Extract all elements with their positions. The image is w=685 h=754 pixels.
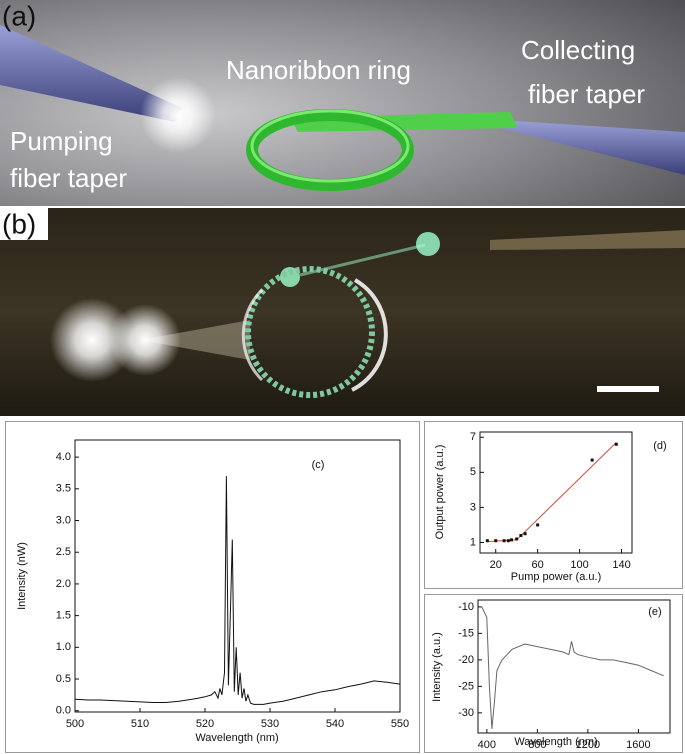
x-axis-label: Wavelength (nm) — [195, 732, 278, 744]
panel-label: (b) — [2, 208, 36, 239]
annotation: fiber taper — [528, 79, 645, 109]
plot-frame — [74, 439, 401, 713]
data-point — [485, 539, 489, 543]
y-tick-label: 3.5 — [56, 483, 71, 495]
taper — [140, 320, 250, 360]
data-line — [74, 476, 401, 705]
y-axis-label: Intensity (nW) — [16, 542, 28, 610]
data-point — [515, 537, 519, 541]
x-tick-label: 140 — [612, 559, 630, 571]
x-tick-label: 400 — [478, 739, 496, 751]
panel-label: (d) — [653, 440, 666, 452]
data-point — [519, 533, 523, 537]
x-tick-label: 540 — [326, 718, 344, 730]
photo-a: (a) Nanoribbon ring Collecting fiber tap… — [0, 0, 685, 206]
data-point — [494, 539, 498, 543]
ring — [245, 266, 375, 398]
y-tick-label: 2.0 — [56, 578, 71, 590]
y-tick-label: -25 — [458, 680, 474, 692]
ring-edge — [250, 109, 410, 183]
scale-bar — [597, 386, 659, 392]
fiber — [490, 230, 685, 250]
x-tick-label: 1200 — [576, 739, 600, 751]
annotation: Collecting — [521, 35, 635, 65]
x-tick-label: 510 — [131, 718, 149, 730]
annotation: fiber taper — [10, 163, 127, 193]
panel-e-frame — [424, 594, 683, 753]
pump-fiber — [0, 25, 182, 122]
panel-d-frame — [424, 421, 683, 589]
label-box — [0, 208, 48, 240]
pump-glow — [109, 304, 181, 376]
x-tick-label: 20 — [490, 559, 502, 571]
data-point — [590, 458, 594, 462]
data-point — [502, 539, 506, 543]
x-axis-label: Wavelength (nm) — [514, 736, 597, 748]
x-tick-label: 530 — [261, 718, 279, 730]
data-point — [614, 442, 618, 446]
ring-highlight — [351, 278, 388, 392]
x-tick-label: 520 — [196, 718, 214, 730]
panel-label: (c) — [312, 459, 325, 471]
y-tick-label: -20 — [458, 654, 474, 666]
panel-label: (a) — [2, 0, 36, 31]
ring-highlight — [241, 288, 264, 382]
y-tick-label: 0.0 — [56, 705, 71, 717]
y-axis-label: Intensity (a.u.) — [431, 632, 443, 702]
y-tick-label: -10 — [458, 601, 474, 613]
x-axis-label: Pump power (a.u.) — [511, 571, 601, 583]
annotation: Nanoribbon ring — [226, 55, 411, 85]
collect-fiber — [498, 120, 685, 175]
charts: 500 510 520 530 540 5500.00.51.01.52.02.53.03… — [16, 431, 671, 751]
pump-glow — [50, 298, 134, 382]
data-point — [536, 523, 540, 527]
data-point — [509, 538, 513, 542]
y-axis-label: Output power (a.u.) — [434, 445, 446, 540]
y-tick-label: 1.0 — [56, 641, 71, 653]
y-tick-label: 1 — [470, 536, 476, 548]
spot — [416, 232, 440, 256]
photo-b: (b) — [0, 208, 685, 416]
data-point — [506, 539, 510, 543]
y-tick-label: 3.0 — [56, 514, 71, 526]
y-tick-label: -30 — [458, 707, 474, 719]
x-tick-label: 1600 — [626, 739, 650, 751]
annotation: Pumping — [10, 126, 113, 156]
x-tick-label: 60 — [532, 559, 544, 571]
panel-label: (e) — [648, 606, 661, 618]
x-tick-label: 500 — [66, 718, 84, 730]
x-tick-label: 100 — [570, 559, 588, 571]
y-tick-label: 3 — [470, 501, 476, 513]
y-tick-label: 2.5 — [56, 546, 71, 558]
x-tick-label: 550 — [391, 718, 409, 730]
y-tick-label: -15 — [458, 627, 474, 639]
y-tick-label: 4.0 — [56, 451, 71, 463]
y-tick-label: 7 — [470, 431, 476, 443]
plot-frame — [477, 599, 671, 734]
data-line — [481, 606, 664, 729]
data-point — [523, 532, 527, 536]
x-tick-label: 800 — [528, 739, 546, 751]
y-tick-label: 1.5 — [56, 610, 71, 622]
y-tick-label: 0.5 — [56, 673, 71, 685]
pump-glow — [140, 77, 216, 153]
plot-frame — [479, 431, 633, 554]
y-tick-label: 5 — [470, 466, 476, 478]
